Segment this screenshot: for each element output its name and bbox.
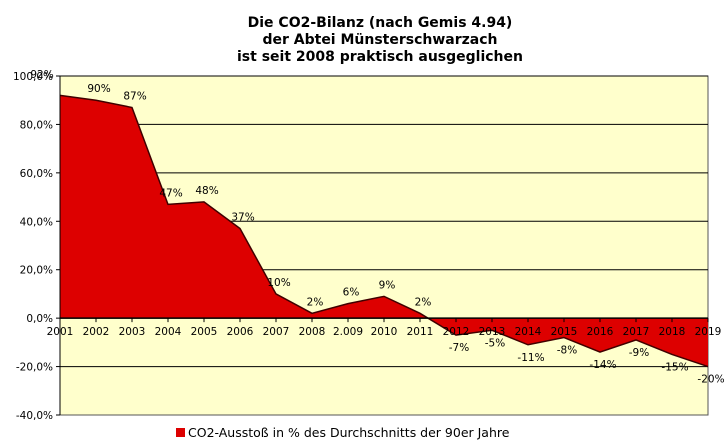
data-label: -11% bbox=[517, 352, 544, 364]
x-tick-label: 2001 bbox=[47, 326, 74, 338]
x-tick-label: 2015 bbox=[551, 326, 578, 338]
chart-title: Die CO2-Bilanz (nach Gemis 4.94)der Abte… bbox=[237, 15, 523, 65]
data-label: 87% bbox=[123, 90, 146, 102]
x-tick-label: 2011 bbox=[407, 326, 434, 338]
data-labels: 92% 90% 87% 47% 48% 37% 10% 2% 6% 9% 2% -7% -5% -11% -… bbox=[30, 69, 724, 386]
data-label: 2% bbox=[415, 296, 432, 308]
data-label: -5% bbox=[485, 337, 505, 349]
legend-label: CO2-Ausstoß in % des Durchschnitts der 9… bbox=[188, 425, 510, 440]
x-tick-label: 2004 bbox=[155, 326, 182, 338]
series-area bbox=[60, 95, 708, 367]
data-label: -15% bbox=[661, 361, 688, 373]
y-tick-label: 80,0% bbox=[20, 119, 53, 131]
x-tick-label: 2018 bbox=[659, 326, 686, 338]
data-label: -7% bbox=[449, 342, 469, 354]
y-tick-label: 100,0% bbox=[13, 71, 53, 83]
title-line: Die CO2-Bilanz (nach Gemis 4.94) bbox=[248, 15, 513, 31]
title-line: ist seit 2008 praktisch ausgeglichen bbox=[237, 49, 523, 65]
data-label: 47% bbox=[159, 187, 182, 199]
y-tick-label: 0,0% bbox=[26, 313, 53, 325]
y-tick-label: -20,0% bbox=[16, 362, 53, 374]
data-label: 92% bbox=[30, 69, 53, 81]
data-label: -14% bbox=[589, 359, 616, 371]
x-tick-label: 2007 bbox=[263, 326, 290, 338]
x-tick-label: 2016 bbox=[587, 326, 614, 338]
data-label: -9% bbox=[629, 347, 649, 359]
data-label: 48% bbox=[195, 185, 218, 197]
data-label: -8% bbox=[557, 345, 577, 357]
x-tick-label: 2005 bbox=[191, 326, 218, 338]
data-label: 2% bbox=[307, 296, 324, 308]
x-tick-label: 2013 bbox=[479, 326, 506, 338]
y-tick-label: 60,0% bbox=[20, 168, 53, 180]
x-tick-label: 2019 bbox=[695, 326, 722, 338]
data-label: 90% bbox=[87, 83, 110, 95]
x-tick-label: 2002 bbox=[83, 326, 110, 338]
data-label: 10% bbox=[267, 277, 290, 289]
x-tick-label: 2010 bbox=[371, 326, 398, 338]
x-tick-label: 2014 bbox=[515, 326, 542, 338]
series-line bbox=[59, 94, 709, 368]
x-tick-label: 2.009 bbox=[333, 326, 363, 338]
y-tick-label: 40,0% bbox=[20, 216, 53, 228]
x-tick-label: 2006 bbox=[227, 326, 254, 338]
y-tick-label: -40,0% bbox=[16, 410, 53, 422]
data-label: 9% bbox=[379, 279, 396, 291]
x-tick-label: 2008 bbox=[299, 326, 326, 338]
x-tick-label: 2017 bbox=[623, 326, 650, 338]
x-tick-label: 2012 bbox=[443, 326, 470, 338]
data-label: 37% bbox=[231, 212, 254, 224]
data-label: -20% bbox=[697, 374, 724, 386]
legend-swatch bbox=[176, 428, 185, 437]
y-axis: -40,0% -20,0% 0,0% 20,0% 40,0% 60,0% 80,0% 100,… bbox=[13, 71, 61, 422]
x-axis: 2001 2002 2003 2004 2005 2006 2007 2008 2.009 201… bbox=[47, 317, 722, 338]
y-tick-label: 20,0% bbox=[20, 265, 53, 277]
x-tick-label: 2003 bbox=[119, 326, 146, 338]
data-label: 6% bbox=[343, 287, 360, 299]
title-line: der Abtei Münsterschwarzach bbox=[262, 32, 497, 48]
legend: CO2-Ausstoß in % des Durchschnitts der 9… bbox=[176, 425, 510, 440]
